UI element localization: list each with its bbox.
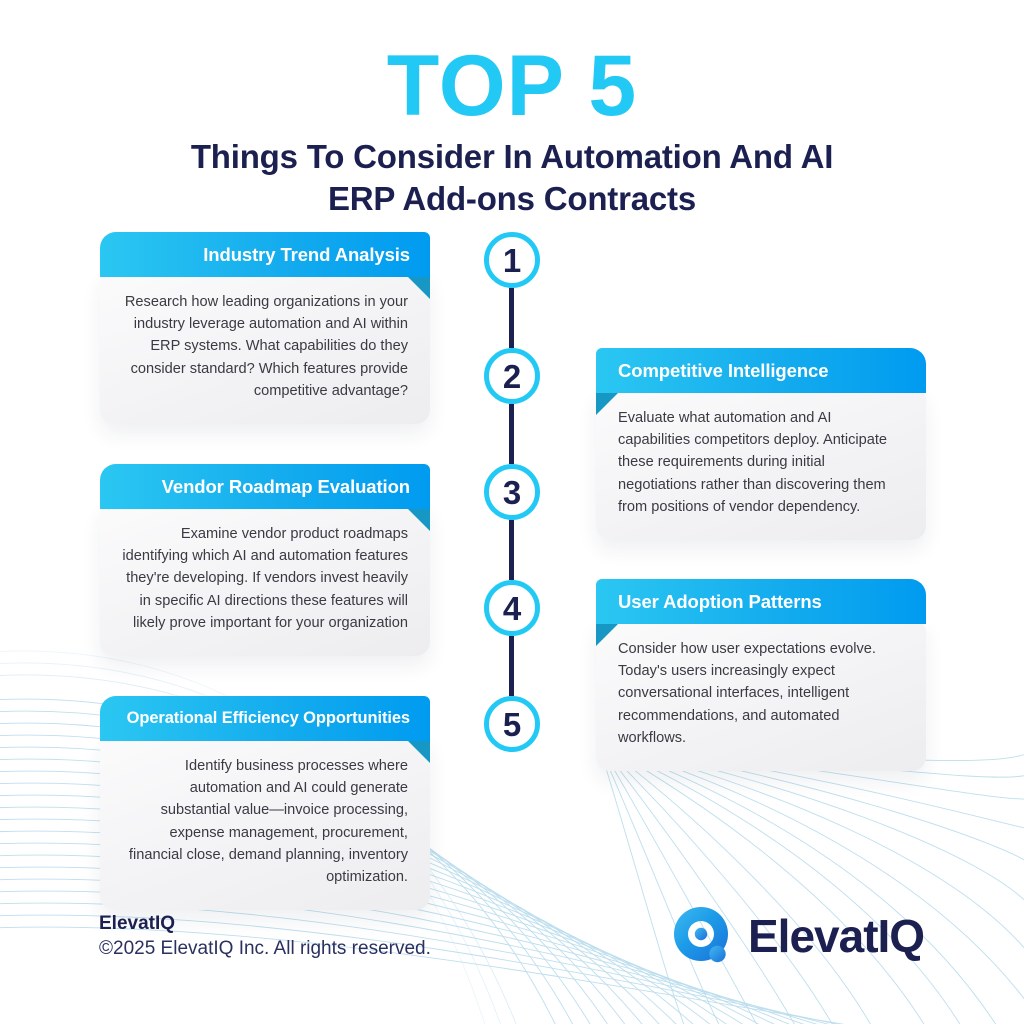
page-title: Things To Consider In Automation And AI … [0,136,1024,220]
elevatiq-logo[interactable]: ElevatIQ [672,905,925,967]
step-card-2-body: Evaluate what automation and AI capabili… [596,387,926,540]
footer-copyright: ©2025 ElevatIQ Inc. All rights reserved. [99,937,431,959]
step-card-competitive-intelligence[interactable]: Competitive Intelligence Evaluate what a… [596,348,926,540]
step-card-1-title: Industry Trend Analysis [203,243,410,265]
step-card-5-fold-corner [408,741,430,763]
step-card-5-header: Operational Efficiency Opportunities [100,696,430,741]
step-card-operational-efficiency-opportunities[interactable]: Operational Efficiency Opportunities Ide… [100,696,430,911]
step-card-4-fold-corner [596,624,618,646]
step-card-2-title: Competitive Intelligence [618,359,829,381]
step-card-4-title: User Adoption Patterns [618,590,822,612]
timeline-rail-1-2 [509,288,514,348]
page-title-line-2: ERP Add-ons Contracts [327,179,696,217]
elevatiq-logo-wordmark: ElevatIQ [748,910,925,962]
step-card-2-fold-corner [596,393,618,415]
timeline-node-3-number: 3 [502,473,522,511]
footer-brand-name: ElevatIQ [99,913,176,934]
step-card-3-title: Vendor Roadmap Evaluation [161,475,410,497]
step-card-1-fold-corner [408,277,430,299]
step-card-4-header: User Adoption Patterns [596,579,926,624]
step-card-5-title: Operational Efficiency Opportunities [126,709,410,727]
timeline-node-5-number: 5 [502,705,522,743]
footer-attribution: ElevatIQ ©2025 ElevatIQ Inc. All rights … [99,912,431,961]
timeline-rail-4-5 [509,636,514,696]
timeline-node-2[interactable]: 2 [484,348,540,404]
step-card-5-body: Identify business processes where automa… [100,735,430,911]
step-card-1-header: Industry Trend Analysis [100,232,430,277]
step-card-3-header: Vendor Roadmap Evaluation [100,464,430,509]
step-card-industry-trend-analysis[interactable]: Industry Trend Analysis Research how lea… [100,232,430,424]
step-card-3-body: Examine vendor product roadmaps identify… [100,503,430,656]
timeline-track: 1 2 3 4 5 [484,232,540,752]
timeline-node-3[interactable]: 3 [484,464,540,520]
timeline-node-5[interactable]: 5 [484,696,540,752]
page-header: TOP 5 Things To Consider In Automation A… [0,38,1024,220]
timeline-node-2-number: 2 [502,357,522,395]
step-card-vendor-roadmap-evaluation[interactable]: Vendor Roadmap Evaluation Examine vendor… [100,464,430,656]
timeline-node-4[interactable]: 4 [484,580,540,636]
elevatiq-q-logo-icon [674,907,728,963]
step-card-user-adoption-patterns[interactable]: User Adoption Patterns Consider how user… [596,579,926,771]
step-card-4-body: Consider how user expectations evolve. T… [596,618,926,771]
page-title-line-1: Things To Consider In Automation And AI [190,137,834,175]
headline-top5: TOP 5 [386,38,638,134]
timeline-node-4-number: 4 [502,589,522,627]
timeline-node-1-number: 1 [502,241,522,279]
step-card-1-body: Research how leading organizations in yo… [100,271,430,424]
timeline-rail-2-3 [509,404,514,464]
timeline-rail-3-4 [509,520,514,580]
timeline-node-1[interactable]: 1 [484,232,540,288]
step-card-3-fold-corner [408,509,430,531]
step-card-2-header: Competitive Intelligence [596,348,926,393]
